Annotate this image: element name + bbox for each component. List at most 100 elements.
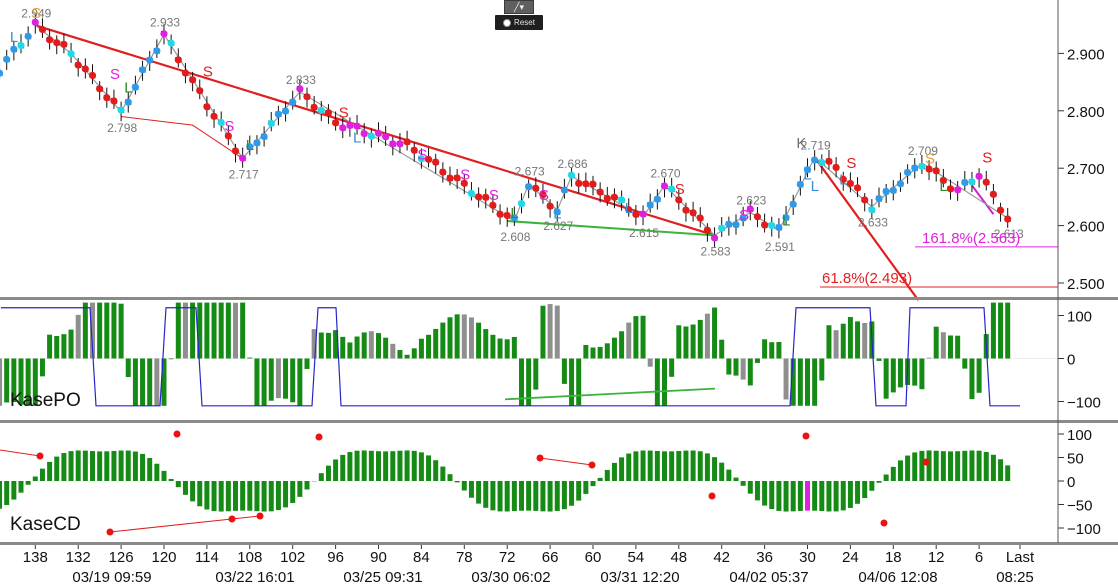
kasepo-y-tick-label: 0 — [1067, 352, 1075, 369]
kasepo-bar — [440, 322, 446, 359]
kasecd-bar — [304, 481, 310, 490]
price-dot — [110, 97, 118, 105]
signal-label: L — [625, 200, 633, 217]
price-dot — [296, 85, 304, 93]
kasepo-bar — [604, 343, 610, 359]
kasecd-bar — [154, 463, 160, 481]
price-dot — [553, 208, 561, 216]
kasepo-bar — [347, 342, 353, 359]
price-dot — [589, 180, 597, 188]
kasepo-bar — [175, 302, 181, 359]
kasecd-bar — [47, 461, 53, 481]
kasepo-bar — [569, 358, 575, 406]
signal-label: L — [124, 79, 132, 96]
kasepo-bar — [225, 302, 231, 359]
price-dot — [410, 146, 418, 154]
price-dot — [124, 98, 132, 106]
kasecd-bar — [433, 460, 439, 481]
kasepo-bar — [662, 358, 667, 406]
kasecd-bar — [847, 481, 853, 508]
x-date-label: 04/06 12:08 — [858, 569, 937, 586]
price-dot — [196, 87, 204, 95]
fib-level-label: 161.8%(2.563) — [922, 230, 1020, 247]
price-dot — [803, 166, 812, 174]
signal-label: S — [489, 187, 499, 204]
kasecd-bar — [211, 481, 217, 512]
kasepo-bar — [161, 358, 167, 406]
kasecd-divergence-line — [0, 449, 41, 457]
price-dot — [174, 56, 182, 64]
kasecd-bar — [197, 481, 203, 507]
kasecd-bar — [318, 473, 324, 481]
kasepo-bar — [547, 304, 553, 359]
kasepo-bar — [990, 302, 996, 359]
price-dot — [24, 32, 32, 40]
kasecd-bar — [261, 481, 267, 512]
kasecd-bar — [411, 450, 417, 481]
price-dot — [868, 206, 876, 214]
kasecd-bar — [919, 450, 925, 481]
price-y-tick-label: 2.800 — [1067, 104, 1105, 121]
price-dot — [267, 119, 275, 127]
kasecd-bar — [104, 451, 110, 481]
swing-label: 2.933 — [150, 15, 180, 29]
price-dot — [346, 121, 354, 130]
price-dot — [31, 18, 39, 26]
price-dot — [932, 167, 940, 175]
kasepo-bar — [912, 358, 918, 386]
chart-type-button[interactable]: ╱▾ — [504, 0, 534, 14]
signal-label: L — [353, 129, 361, 146]
swing-label: 2.833 — [286, 73, 316, 87]
price-dot — [567, 171, 576, 179]
x-tick-label: 96 — [327, 549, 344, 566]
kasepo-y-tick-label: −100 — [1067, 395, 1101, 412]
kasecd-bar — [719, 462, 725, 481]
kasecd-bar — [97, 451, 103, 481]
kasecd-bar — [268, 481, 274, 512]
kasepo-bar — [654, 358, 660, 406]
signal-label: S — [203, 63, 213, 80]
price-dot — [904, 168, 912, 177]
kasepo-bar — [890, 358, 896, 393]
price-dot — [310, 103, 318, 111]
kasepo-bar — [218, 302, 224, 359]
price-dot — [539, 190, 547, 199]
signal-label: S — [460, 167, 470, 184]
kasecd-bar — [597, 477, 603, 481]
reset-button[interactable]: Reset — [495, 15, 543, 30]
price-dot — [954, 186, 962, 194]
price-dot — [203, 103, 211, 111]
price-dot — [467, 189, 476, 198]
price-dot — [682, 206, 690, 214]
x-tick-label: 36 — [756, 549, 773, 566]
price-dot — [360, 130, 368, 138]
x-tick-label: 18 — [885, 549, 902, 566]
kasepo-bar — [118, 303, 124, 359]
price-dot — [710, 234, 719, 242]
kasepo-bar — [526, 358, 532, 406]
kasepo-bar — [1005, 302, 1011, 359]
price-dot — [575, 179, 583, 188]
kasecd-bar — [926, 450, 932, 481]
kasecd-bar — [75, 450, 81, 481]
price-y-tick-label: 2.500 — [1067, 276, 1105, 293]
kasepo-bar — [54, 335, 60, 359]
kasecd-extreme-dot — [228, 515, 236, 523]
kasepo-bar — [669, 358, 675, 377]
kasepo-bar — [447, 317, 453, 359]
price-dot — [739, 214, 747, 222]
kasepo-bar — [233, 302, 238, 359]
kasepo-bar — [962, 358, 968, 369]
price-dot — [417, 155, 425, 163]
signal-label: S — [539, 187, 549, 204]
price-dot — [761, 221, 769, 229]
signal-label: S — [224, 118, 234, 135]
x-tick-label: 120 — [151, 549, 176, 566]
kasepo-bar — [297, 358, 303, 406]
kasecd-bar — [347, 452, 353, 481]
kasecd-bar — [404, 450, 410, 481]
kasecd-extreme-dot — [880, 519, 888, 527]
price-dot — [260, 132, 268, 141]
price-dot — [482, 193, 490, 201]
